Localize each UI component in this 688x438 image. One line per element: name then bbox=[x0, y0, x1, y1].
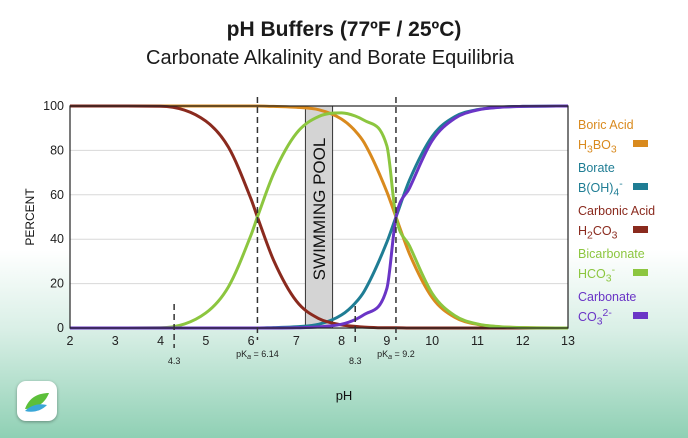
x-tick-label: 5 bbox=[202, 334, 209, 348]
legend-item-bicarbonate: Bicarbonate HCO3- bbox=[578, 247, 688, 290]
chart-title: pH Buffers (77ºF / 25ºC) bbox=[226, 18, 462, 41]
legend-formula: H2CO3 bbox=[578, 224, 618, 242]
reference-line-label: 8.3 bbox=[349, 356, 362, 366]
x-tick-label: 3 bbox=[112, 334, 119, 348]
legend-swatch bbox=[633, 226, 648, 233]
legend-swatch bbox=[633, 312, 648, 319]
x-axis-label: pH bbox=[336, 388, 353, 403]
x-tick-label: 7 bbox=[293, 334, 300, 348]
y-tick-label: 80 bbox=[50, 143, 64, 157]
legend-swatch bbox=[633, 183, 648, 190]
legend-formula: H3BO3 bbox=[578, 138, 617, 156]
x-tick-label: 4 bbox=[157, 334, 164, 348]
legend-formula: B(OH)4- bbox=[578, 179, 623, 199]
x-tick-label: 12 bbox=[516, 334, 530, 348]
legend-item-carbonate: Carbonate CO32- bbox=[578, 290, 688, 333]
legend-formula: CO32- bbox=[578, 308, 612, 328]
x-tick-label: 10 bbox=[425, 334, 439, 348]
app-logo bbox=[17, 381, 57, 421]
x-tick-label: 9 bbox=[383, 334, 390, 348]
reference-line-label: 4.3 bbox=[168, 356, 181, 366]
y-tick-label: 20 bbox=[50, 277, 64, 291]
leaf-logo-icon bbox=[25, 393, 49, 412]
legend-label: Carbonate bbox=[578, 290, 637, 304]
axis-frame bbox=[69, 105, 569, 329]
legend-label: Carbonic Acid bbox=[578, 204, 656, 218]
legend-label: Borate bbox=[578, 161, 615, 175]
y-tick-label: 40 bbox=[50, 232, 64, 246]
x-tick-label: 8 bbox=[338, 334, 345, 348]
reference-line-label: pKa = 9.2 bbox=[377, 349, 415, 361]
legend-swatch bbox=[633, 140, 648, 147]
x-tick-label: 11 bbox=[471, 334, 484, 348]
series-line bbox=[70, 111, 569, 330]
y-tick-label: 100 bbox=[43, 99, 64, 113]
y-tick-label: 60 bbox=[50, 188, 64, 202]
reference-line-label: pKa = 6.14 bbox=[236, 349, 279, 361]
x-tick-label: 2 bbox=[67, 334, 74, 348]
chart-legend: Boric Acid H3BO3 Borate B(OH)4- Carbonic… bbox=[578, 118, 688, 333]
y-axis-label: PERCENT bbox=[23, 188, 37, 246]
legend-item-borate: Borate B(OH)4- bbox=[578, 161, 688, 204]
legend-formula: HCO3- bbox=[578, 265, 616, 285]
x-tick-label: 6 bbox=[248, 334, 255, 348]
chart-subtitle: Carbonate Alkalinity and Borate Equilibr… bbox=[146, 47, 514, 69]
legend-label: Bicarbonate bbox=[578, 247, 645, 261]
legend-item-boric-acid: Boric Acid H3BO3 bbox=[578, 118, 688, 161]
legend-swatch bbox=[633, 269, 648, 276]
swimming-pool-label: SWIMMING POOL bbox=[310, 138, 329, 281]
legend-item-carbonic-acid: Carbonic Acid H2CO3 bbox=[578, 204, 688, 247]
x-tick-label: 13 bbox=[561, 334, 575, 348]
legend-label: Boric Acid bbox=[578, 118, 634, 132]
y-tick-label: 0 bbox=[57, 321, 64, 335]
